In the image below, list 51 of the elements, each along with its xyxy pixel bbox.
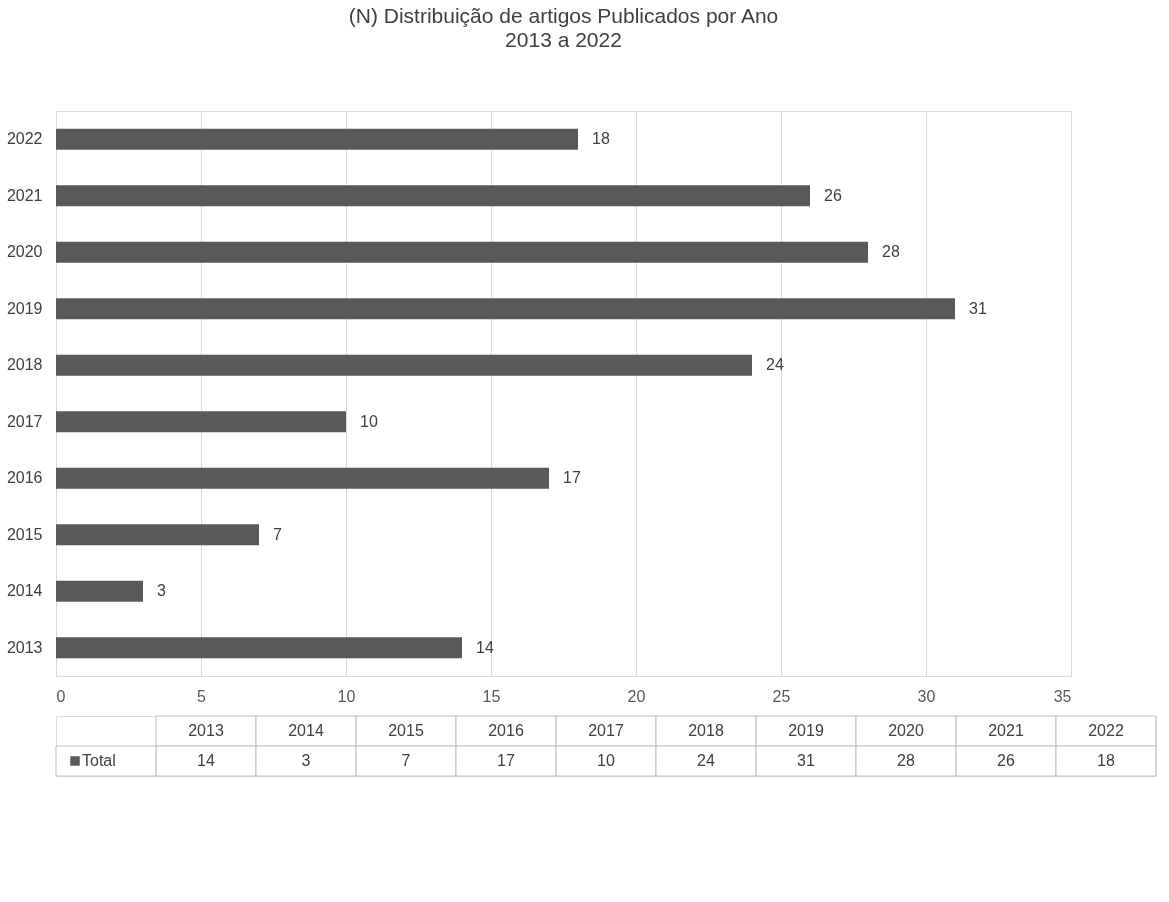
x-tick-label: 30 <box>917 687 936 705</box>
y-tick-label: 2016 <box>6 469 43 487</box>
x-tick-label: 25 <box>772 687 791 705</box>
text: 17 <box>497 752 515 769</box>
category-label: 2019 <box>788 722 824 739</box>
legend-label: Total <box>82 752 116 769</box>
category-label: 2017 <box>588 722 624 739</box>
chart-title: (N) Distribuição de artigos Publicados por Ano <box>348 4 779 27</box>
text: 14 <box>197 752 215 769</box>
x-tick-label: 0 <box>56 687 66 705</box>
x-tick-label: 35 <box>1053 687 1072 705</box>
y-tick-label: 2020 <box>6 243 43 261</box>
category-label: 2018 <box>688 722 724 739</box>
y-tick-label: 2015 <box>6 525 43 543</box>
y-tick-label: 2021 <box>6 186 43 204</box>
data-label: 26 <box>824 186 842 204</box>
y-tick-label: 2022 <box>6 130 43 148</box>
text: 31 <box>797 752 815 769</box>
text: 7 <box>401 752 411 769</box>
category-label: 2020 <box>888 722 924 739</box>
text: 28 <box>897 752 915 769</box>
x-tick-label: 20 <box>627 687 646 705</box>
chart-subtitle: 2013 a 2022 <box>505 28 622 51</box>
y-tick-label: 2014 <box>6 582 43 600</box>
category-label: 2015 <box>388 722 424 739</box>
data-label: 24 <box>766 356 784 374</box>
y-tick-label: 2017 <box>6 412 43 430</box>
data-label: 18 <box>592 130 610 148</box>
category-label: 2016 <box>488 722 524 739</box>
data-label: 7 <box>273 525 282 543</box>
category-label: 2022 <box>1088 722 1124 739</box>
x-tick-label: 15 <box>482 687 501 705</box>
x-tick-label: 5 <box>197 687 207 705</box>
category-label: 2014 <box>288 722 324 739</box>
text: 3 <box>301 752 311 769</box>
y-tick-label: 2019 <box>6 299 43 317</box>
text: 10 <box>597 752 615 769</box>
x-tick-label: 10 <box>337 687 356 705</box>
y-tick-label: 2018 <box>6 356 43 374</box>
data-label: 31 <box>969 299 987 317</box>
data-label: 10 <box>360 412 378 430</box>
data-label: 17 <box>563 469 581 487</box>
y-tick-label: 2013 <box>6 638 43 656</box>
data-label: 28 <box>882 243 900 261</box>
text: 18 <box>1097 752 1115 769</box>
data-label: 3 <box>157 582 166 600</box>
text: 26 <box>997 752 1015 769</box>
category-label: 2021 <box>988 722 1024 739</box>
data-label: 14 <box>476 638 494 656</box>
text: 24 <box>697 752 715 769</box>
category-label: 2013 <box>188 722 224 739</box>
